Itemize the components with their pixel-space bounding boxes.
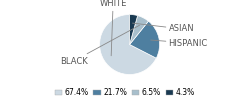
Text: HISPANIC: HISPANIC: [151, 38, 208, 48]
Wedge shape: [130, 14, 138, 44]
Text: BLACK: BLACK: [60, 25, 139, 66]
Wedge shape: [100, 14, 156, 74]
Text: ASIAN: ASIAN: [132, 23, 194, 33]
Text: WHITE: WHITE: [99, 0, 127, 56]
Wedge shape: [130, 16, 149, 44]
Legend: 67.4%, 21.7%, 6.5%, 4.3%: 67.4%, 21.7%, 6.5%, 4.3%: [52, 85, 198, 100]
Wedge shape: [130, 21, 160, 58]
